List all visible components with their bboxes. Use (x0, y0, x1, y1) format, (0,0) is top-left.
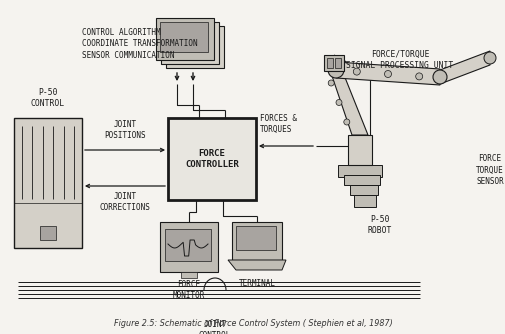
Circle shape (384, 70, 391, 77)
Bar (354, 195, 375, 207)
Polygon shape (329, 70, 367, 135)
Bar (323, 55, 343, 71)
Bar (181, 272, 196, 278)
Bar (343, 175, 379, 185)
Text: FORCE
TORQUE
SENSOR: FORCE TORQUE SENSOR (475, 154, 503, 186)
Circle shape (327, 62, 343, 78)
Text: FORCE
CONTROLLER: FORCE CONTROLLER (185, 149, 238, 169)
Circle shape (415, 73, 422, 80)
Bar (160, 222, 218, 272)
Circle shape (352, 68, 360, 75)
Bar (166, 26, 224, 68)
Bar (168, 118, 256, 200)
Text: JOINT
CONTROL
LINES: JOINT CONTROL LINES (198, 320, 231, 334)
Bar (349, 185, 377, 195)
Text: JOINT
CORRECTIONS: JOINT CORRECTIONS (99, 192, 150, 212)
Text: FORCES &
TORQUES: FORCES & TORQUES (260, 114, 296, 134)
Bar (326, 58, 332, 68)
Text: P-50
CONTROL: P-50 CONTROL (31, 88, 65, 108)
Circle shape (343, 119, 349, 125)
Bar (231, 222, 281, 260)
Circle shape (432, 70, 446, 84)
Bar (40, 226, 56, 240)
Bar (165, 229, 211, 261)
Polygon shape (228, 260, 285, 270)
Text: Figure 2.5: Schematic of Force Control System ( Stephien et al, 1987): Figure 2.5: Schematic of Force Control S… (114, 319, 391, 328)
Text: FORCE/TORQUE
SIGNAL PROCESSING UNIT: FORCE/TORQUE SIGNAL PROCESSING UNIT (346, 50, 452, 70)
Text: JOINT
POSITIONS: JOINT POSITIONS (104, 120, 145, 140)
Circle shape (335, 100, 341, 106)
Text: CONTROL ALGORITHM
COORDINATE TRANSFORMATION
SENSOR COMMUNICATION: CONTROL ALGORITHM COORDINATE TRANSFORMAT… (82, 28, 197, 60)
Bar (347, 135, 371, 165)
Bar (156, 18, 214, 60)
Bar (161, 22, 219, 64)
Text: P-50
ROBOT: P-50 ROBOT (367, 215, 391, 235)
Text: TERMINAL: TERMINAL (238, 280, 275, 289)
Text: FORCE
MONITOR: FORCE MONITOR (173, 280, 205, 300)
Bar (235, 226, 275, 250)
Bar (160, 22, 208, 52)
Circle shape (483, 52, 495, 64)
Bar (14, 118, 82, 248)
Circle shape (328, 80, 333, 86)
Polygon shape (439, 51, 489, 84)
Bar (334, 58, 340, 68)
Polygon shape (335, 62, 439, 85)
Bar (337, 165, 381, 177)
